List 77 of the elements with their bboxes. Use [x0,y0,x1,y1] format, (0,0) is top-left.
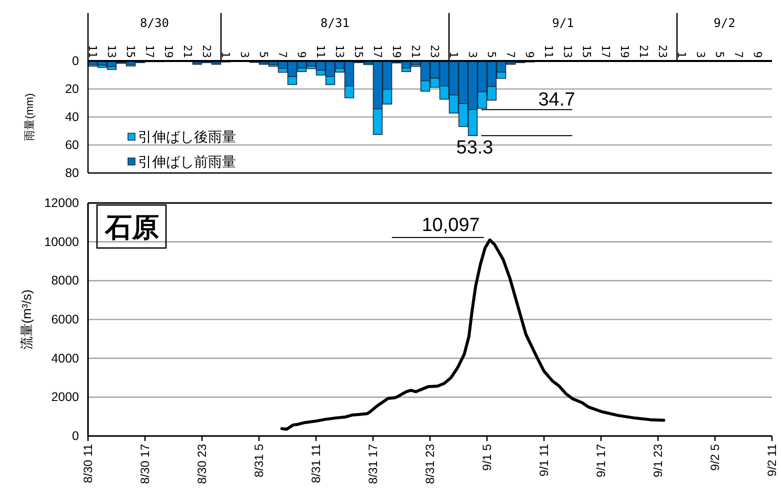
x-tick-label: 17 [143,44,156,58]
x-tick-label: 8/31 17 [366,444,380,484]
x-tick-label: 11 [86,44,100,58]
y-tick-label: 0 [72,54,80,68]
x-tick-label: 7 [276,51,290,58]
text: 9/1 [552,16,574,30]
x-tick-label: 5 [257,51,270,58]
y-tick-label: 2000 [51,390,80,404]
x-tick-label: 21 [181,44,194,58]
annotation-leader: 10,097 [391,214,484,238]
x-tick-label: 5 [713,51,726,58]
x-tick-label: 8/30 11 [81,444,95,484]
x-tick-label: 21 [637,44,650,58]
x-tick-label: 21 [409,44,422,58]
x-tick-label: 15 [352,44,366,58]
legend-label: 引伸ばし前雨量 [138,154,236,170]
x-tick-label: 3 [694,51,708,58]
data-label: 34.7 [538,90,576,111]
x-tick-label: 8/31 5 [252,444,266,478]
title-box: 石原 [96,204,167,249]
x-tick-label: 5 [485,51,498,58]
y-tick-label: 4000 [51,351,80,366]
x-tick-label: 7 [504,51,518,58]
y-tick-label: 6000 [51,312,80,326]
x-tick-label: 19 [618,44,632,58]
x-tick-label: 11 [314,44,328,58]
x-tick-label: 9/1 5 [480,444,494,471]
x-tick-label: 17 [371,44,384,58]
y-tick-label: 60 [65,138,80,152]
x-tick-label: 9/1 23 [651,444,665,478]
x-tick-label: 8/30 17 [138,444,152,484]
y-tick-label: 40 [65,110,80,124]
y-tick-label: 8000 [51,274,80,288]
x-tick-label: 3 [466,51,480,58]
x-tick-label: 11 [542,44,556,58]
y-axis-title: 雨量(mm) [24,93,36,141]
x-tick-label: 9/1 17 [594,444,608,478]
total-label: 53.3 [456,138,494,159]
x-tick-label: 13 [333,44,346,58]
x-tick-label: 9 [295,51,308,58]
chart-title: 石原 [104,212,159,242]
text: 8/31 [320,16,350,30]
x-tick-label: 1 [219,51,232,58]
x-tick-label: 7 [732,51,746,58]
x-tick-label: 9 [523,51,536,58]
label-leader: 53.3 [456,135,573,159]
x-tick-label: 9/2 5 [708,444,722,471]
x-tick-label: 15 [580,44,594,58]
x-tick-label: 8/31 23 [423,444,437,484]
x-tick-label: 23 [428,44,442,58]
annotation: 10,097 [422,214,480,236]
x-tick-label: 8/31 11 [309,444,323,484]
x-tick-label: 9 [751,51,764,58]
y-tick-label: 0 [72,429,80,443]
y-tick-label: 80 [65,166,80,180]
x-tick-label: 9/2 11 [765,444,779,476]
y-tick-label: 10000 [44,234,80,249]
x-tick-label: 23 [656,44,670,58]
x-tick-label: 17 [599,44,612,58]
x-tick-label: 9/1 11 [537,444,551,476]
x-tick-label: 1 [675,51,688,58]
text: 9/2 [714,16,736,30]
x-tick-label: 8/30 23 [195,444,209,484]
x-tick-label: 1 [447,51,460,58]
y-tick-label: 20 [65,82,80,96]
x-tick-label: 19 [390,44,404,58]
x-tick-label: 13 [561,44,574,58]
x-tick-label: 13 [105,44,118,58]
x-tick-label: 3 [238,51,252,58]
legend-label: 引伸ばし後雨量 [138,128,236,145]
x-tick-label: 23 [200,44,214,58]
text: 8/30 [140,16,169,30]
y-axis-title: 流量(m³/s) [18,290,34,350]
y-tick-label: 12000 [44,196,80,210]
label-leader: 34.7 [480,90,576,111]
x-tick-label: 15 [124,44,138,58]
x-tick-label: 19 [162,44,176,58]
